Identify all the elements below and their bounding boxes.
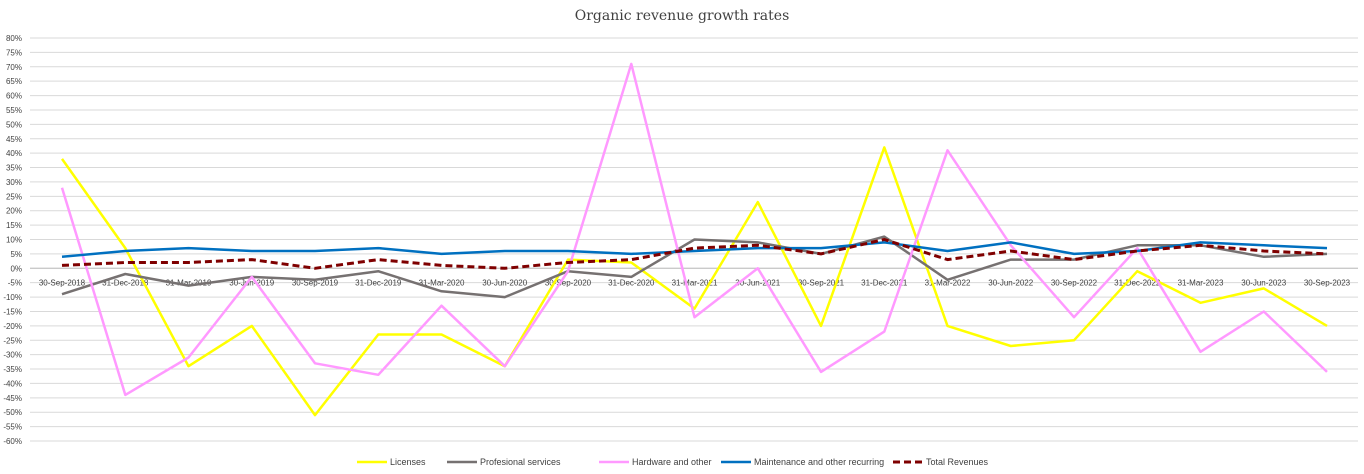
y-tick-label: 50% [6, 120, 22, 129]
legend-label: Total Revenues [926, 457, 989, 467]
x-tick-label: 30-Sep-2020 [545, 278, 592, 287]
y-tick-label: -15% [3, 307, 22, 316]
y-tick-label: 80% [6, 34, 22, 43]
series-line-profesional-services [61, 235, 1328, 299]
series-line-licenses [60, 146, 1328, 417]
legend-label: Hardware and other [632, 457, 712, 467]
y-axis-ticks: -60% -55% -50% -45% -40% -35% -30% -25% -20% -15%… [3, 34, 22, 446]
x-axis-ticks: 30-Sep-2018 31-Dec-2018 31-Mar-2019 30-Jun-… [39, 278, 1351, 287]
x-tick-label: 30-Sep-2023 [1304, 278, 1351, 287]
series-line-hardware-and-other [60, 62, 1328, 397]
legend-label: Licenses [390, 457, 426, 467]
x-tick-label: 31-Mar-2022 [925, 278, 971, 287]
series-lines [60, 62, 1328, 417]
y-tick-label: 5% [10, 250, 22, 259]
x-tick-label: 30-Jun-2020 [482, 278, 527, 287]
x-tick-label: 30-Sep-2022 [1051, 278, 1098, 287]
x-tick-label: 31-Dec-2021 [861, 278, 908, 287]
x-tick-label: 30-Jun-2023 [1241, 278, 1286, 287]
series-line-total-revenues [61, 238, 1328, 270]
y-tick-label: -10% [3, 293, 22, 302]
y-tick-label: -35% [3, 365, 22, 374]
y-tick-label: -25% [3, 336, 22, 345]
series-line-maintenance-and-other-recurring [61, 241, 1328, 259]
x-tick-label: 30-Sep-2021 [798, 278, 845, 287]
y-tick-label: -5% [8, 279, 22, 288]
y-tick-label: -40% [3, 379, 22, 388]
y-tick-label: -45% [3, 394, 22, 403]
y-tick-label: -50% [3, 408, 22, 417]
y-tick-label: 75% [6, 48, 22, 57]
x-tick-label: 31-Dec-2018 [102, 278, 149, 287]
gridlines [30, 37, 1358, 442]
y-tick-label: 60% [6, 92, 22, 101]
x-tick-label: 30-Sep-2019 [292, 278, 339, 287]
y-tick-label: -55% [3, 423, 22, 432]
x-tick-label: 31-Dec-2022 [1114, 278, 1161, 287]
y-tick-label: -20% [3, 322, 22, 331]
chart-title: Organic revenue growth rates [575, 8, 790, 24]
y-tick-label: -60% [3, 437, 22, 446]
legend-label: Profesional services [480, 457, 561, 467]
x-tick-label: 31-Mar-2023 [1178, 278, 1224, 287]
y-tick-label: -30% [3, 351, 22, 360]
x-tick-label: 31-Mar-2021 [672, 278, 718, 287]
x-tick-label: 30-Sep-2018 [39, 278, 86, 287]
x-tick-label: 31-Mar-2020 [419, 278, 465, 287]
y-tick-label: 15% [6, 221, 22, 230]
y-tick-label: 30% [6, 178, 22, 187]
x-tick-label: 30-Jun-2022 [988, 278, 1033, 287]
y-tick-label: 25% [6, 192, 22, 201]
y-tick-label: 0% [10, 264, 22, 273]
legend-label: Maintenance and other recurring [754, 457, 884, 467]
x-tick-label: 31-Dec-2020 [608, 278, 655, 287]
y-tick-label: 55% [6, 106, 22, 115]
y-tick-label: 20% [6, 207, 22, 216]
y-tick-label: 65% [6, 77, 22, 86]
legend: Licenses Profesional services Hardware and… [357, 457, 989, 467]
x-tick-label: 31-Dec-2019 [355, 278, 402, 287]
y-tick-label: 70% [6, 63, 22, 72]
y-tick-label: 40% [6, 149, 22, 158]
x-tick-label: 31-Mar-2019 [166, 278, 212, 287]
y-tick-label: 35% [6, 164, 22, 173]
x-tick-label: 30-Jun-2021 [735, 278, 780, 287]
x-tick-label: 30-Jun-2019 [229, 278, 274, 287]
y-tick-label: 45% [6, 135, 22, 144]
y-tick-label: 10% [6, 236, 22, 245]
